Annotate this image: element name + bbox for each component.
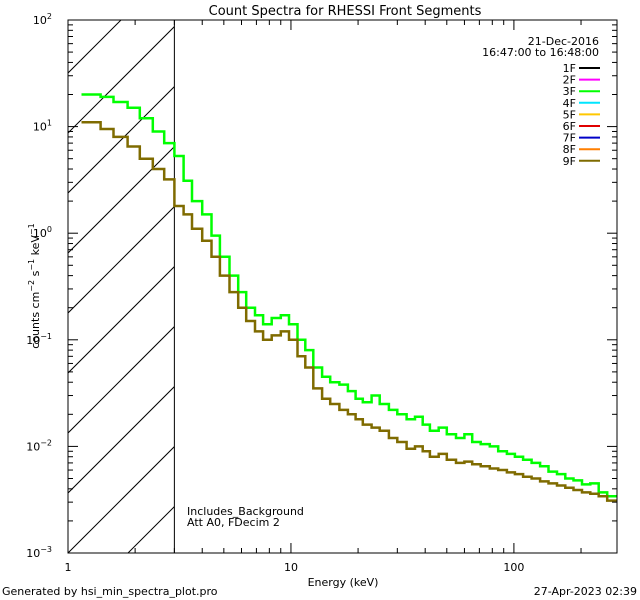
- hatch-line: [68, 325, 175, 434]
- legend-label-9f: 9F: [563, 155, 576, 168]
- plot-frame: [67, 19, 618, 554]
- series-9f-line: [81, 120, 617, 502]
- hatch-line: [68, 205, 175, 314]
- axis-ticks: [67, 19, 617, 554]
- hatch-line: [68, 85, 175, 194]
- legend-label-7f: 7F: [563, 132, 576, 145]
- series-layer: [81, 93, 617, 502]
- legend-label-2f: 2F: [563, 74, 576, 87]
- legend-label-5f: 5F: [563, 108, 576, 121]
- series-3f-line: [81, 93, 617, 498]
- y-tick-labels: 10−3 10−2 10−1 100 101 102: [26, 12, 52, 560]
- hatch-line: [68, 265, 175, 374]
- y-tick-label: 10−2: [26, 438, 52, 453]
- hatch-line: [428, 0, 640, 553]
- hatch-line: [308, 0, 640, 553]
- y-tick-label: 101: [33, 119, 52, 134]
- note-attenuator: Att A0, FDecim 2: [187, 516, 280, 529]
- x-axis-label: Energy (keV): [308, 576, 379, 589]
- timestamp-label: 27-Apr-2023 02:39: [534, 585, 637, 598]
- date-label: 21-Dec-2016: [528, 35, 599, 48]
- hatched-region: [68, 0, 640, 553]
- hatch-line: [248, 0, 640, 553]
- x-tick-labels: 1 10 100: [65, 561, 525, 574]
- x-tick-label: 10: [284, 561, 298, 574]
- legend-label-6f: 6F: [563, 120, 576, 133]
- legend-label-4f: 4F: [563, 97, 576, 110]
- hatch-line: [68, 145, 175, 254]
- hatch-line: [68, 20, 122, 74]
- hatch-line: [68, 385, 175, 494]
- generated-by-label: Generated by hsi_min_spectra_plot.pro: [2, 585, 218, 598]
- y-tick-label: 10−3: [26, 545, 52, 560]
- legend-label-8f: 8F: [563, 143, 576, 156]
- y-tick-label: 10−1: [26, 332, 52, 347]
- y-axis-label: counts cm−2 s−1 keV−1: [27, 223, 42, 348]
- y-tick-label: 100: [33, 225, 52, 240]
- x-tick-label: 100: [503, 561, 524, 574]
- x-tick-label: 1: [65, 561, 72, 574]
- y-tick-label: 102: [33, 12, 52, 27]
- legend-label-3f: 3F: [563, 85, 576, 98]
- hatch-line: [68, 25, 175, 134]
- legend-label-1f: 1F: [563, 62, 576, 75]
- time-range-label: 16:47:00 to 16:48:00: [482, 46, 599, 59]
- chart-title: Count Spectra for RHESSI Front Segments: [209, 4, 482, 19]
- note-background: Includes_Background: [187, 505, 304, 518]
- hatch-line: [68, 445, 175, 553]
